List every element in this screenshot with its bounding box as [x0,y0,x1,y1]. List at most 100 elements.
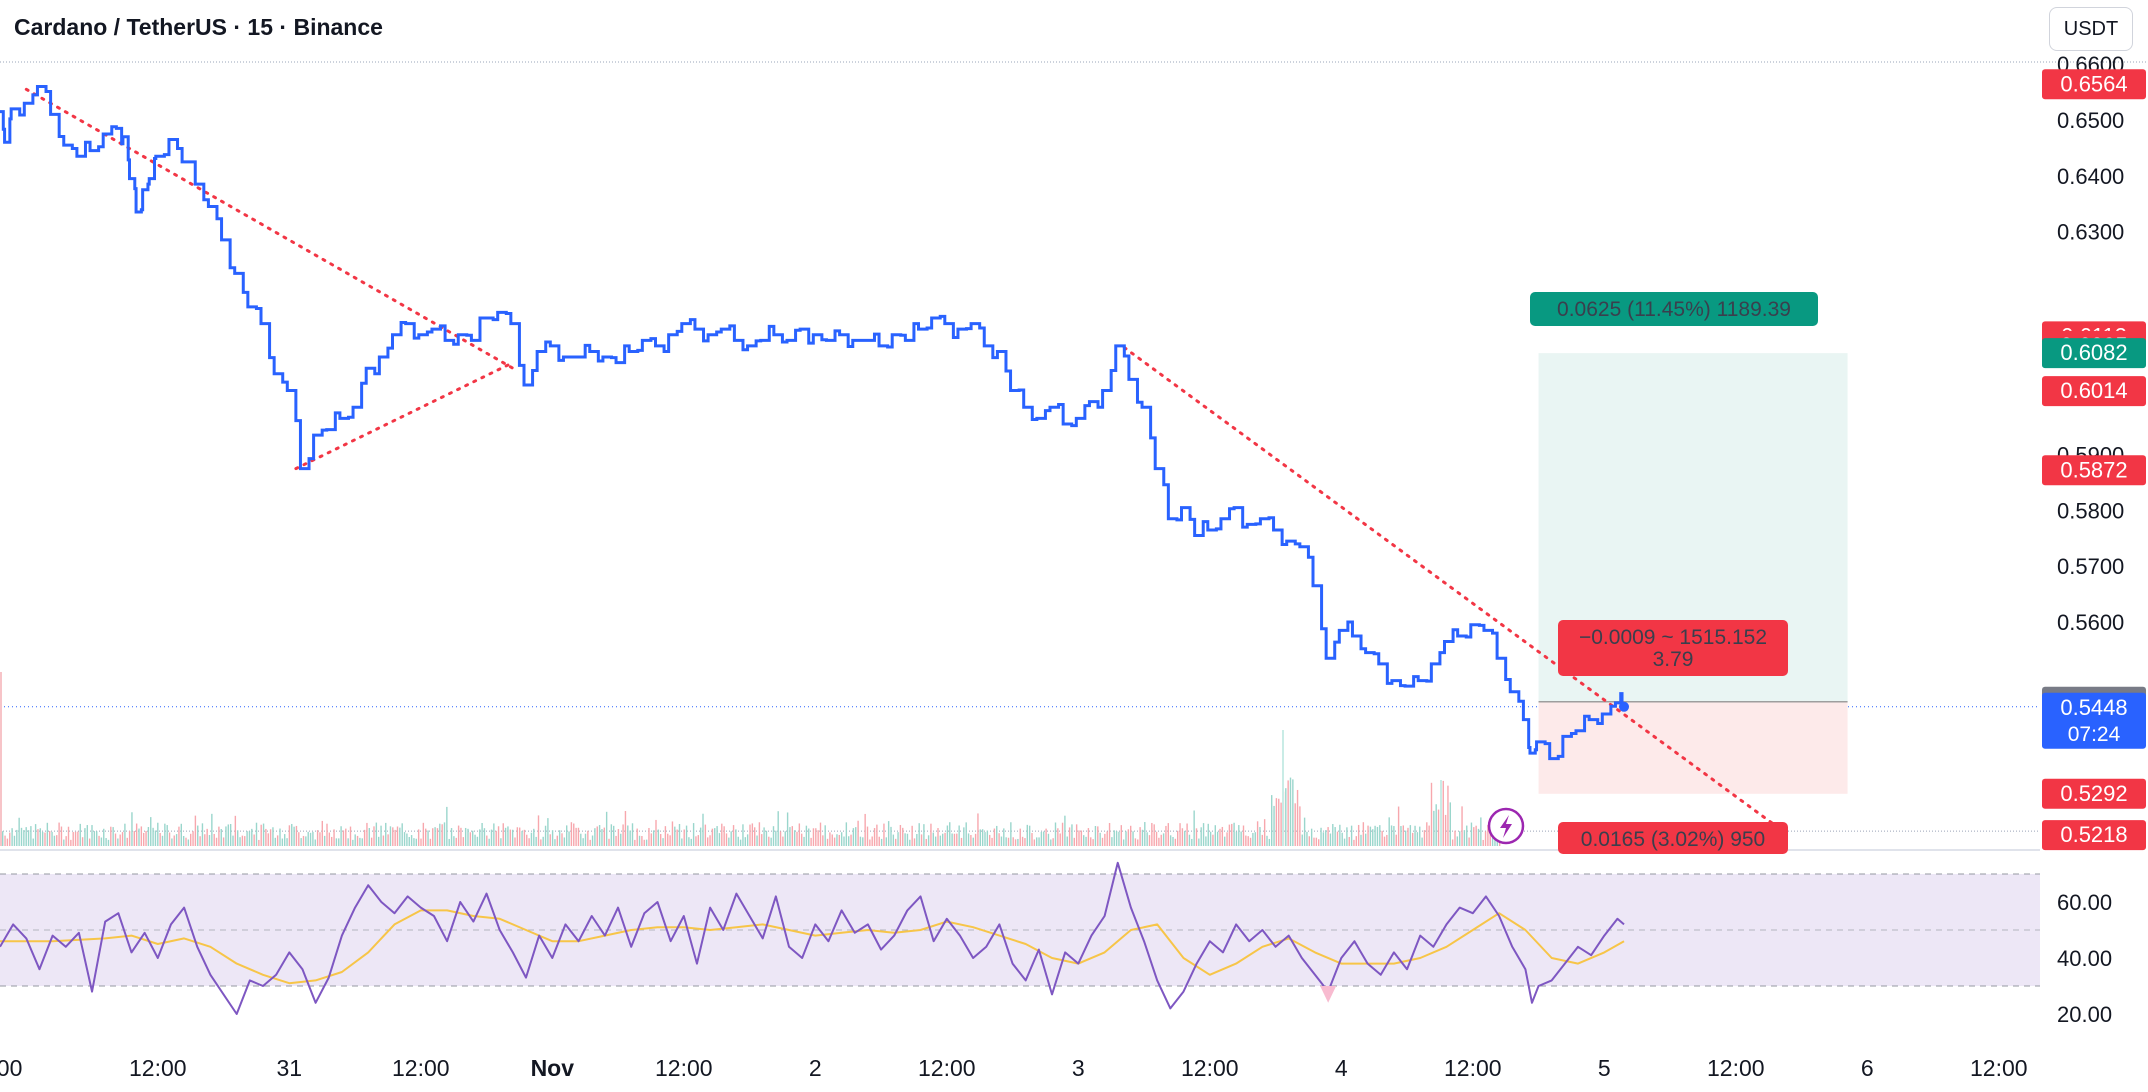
volume-bar [138,828,140,846]
volume-bar [981,829,984,846]
volume-bar [180,823,182,846]
volume-bar [1033,839,1036,846]
volume-bar [916,834,918,846]
price-axis-label [2042,338,2146,369]
volume-bar [1195,828,1198,846]
volume-bar [1423,830,1426,846]
volume-bar [643,839,645,846]
volume-bar [699,827,702,846]
volume-bar [1381,830,1383,846]
volume-bar [220,829,222,846]
volume-bar [366,822,368,846]
volume-bar [892,834,895,846]
volume-bar [1343,838,1346,846]
volume-bar [408,837,410,846]
lightning-icon[interactable] [1487,807,1525,845]
volume-bar [866,826,869,846]
volume-bar [683,829,685,846]
volume-bar [182,835,185,846]
volume-bar [1447,785,1449,846]
stop-label[interactable] [1558,822,1788,854]
rsi-line[interactable] [0,861,1625,1015]
volume-bar [909,839,911,846]
volume-bar [218,826,220,846]
volume-bar [474,834,476,846]
volume-bar [1040,831,1043,846]
volume-bar [199,836,201,846]
volume-bar [1388,817,1390,846]
volume-bar [770,837,772,846]
price-axis-label [2042,820,2146,851]
volume-bar [1306,831,1308,846]
volume-bar [1191,838,1193,846]
volume-bar [913,838,916,846]
volume-bar [413,838,415,846]
volume-bar [657,829,660,846]
volume-bar [222,837,225,846]
volume-bar [714,828,716,846]
volume-bar [970,835,972,846]
price-axis-label [2042,692,2146,749]
volume-bar [154,830,157,846]
time-tick-label: 12:00 [1970,1055,2028,1081]
volume-bar [638,835,641,846]
volume-bar [359,837,361,846]
trendline-2[interactable] [294,361,515,471]
target-label[interactable] [1530,292,1818,326]
volume-bar [39,828,41,846]
volume-bar [1010,822,1012,846]
volume-bar [239,837,241,846]
volume-bar [711,828,714,846]
volume-bar [1341,832,1343,846]
volume-bar [389,826,392,846]
volume-bar [1057,828,1059,846]
volume-bar [143,832,145,846]
volume-bar [695,836,697,846]
volume-bar [582,838,584,846]
volume-bar [1113,830,1115,846]
volume-bar [93,831,96,846]
volume-bar [269,829,272,846]
volume-bar [140,826,143,846]
volume-bar [340,826,342,846]
trendline-1[interactable] [24,87,515,370]
trendline-3[interactable] [1122,346,1790,837]
volume-bar [305,836,307,846]
volume-bar [1473,827,1475,846]
volume-bar [551,830,554,846]
volume-bar [1087,828,1090,846]
volume-bar [1263,819,1266,846]
volume-bar [869,839,871,846]
volume-bar [399,827,401,846]
price-line[interactable] [0,85,1624,761]
volume-bar [902,827,904,846]
pnl-label[interactable] [1558,620,1788,676]
volume-bar [1367,825,1369,846]
volume-bar [1080,830,1083,846]
volume-bar [1212,834,1214,846]
volume-bar [1003,828,1005,846]
volume-bar [225,826,227,846]
volume-bar [32,838,34,846]
volume-bar [754,827,756,846]
target-label-text: 0.0625 (11.45%) 1189.39 [1557,298,1791,321]
volume-bar [815,828,817,846]
volume-bar [873,828,876,846]
volume-bar [56,835,58,846]
volume-bar [1303,817,1306,846]
currency-button[interactable]: USDT [2049,7,2133,51]
volume-bar [1043,831,1045,846]
volume-bar [805,825,808,846]
volume-bar [890,826,892,846]
volume-bar [688,837,690,846]
volume-bar [718,833,721,846]
volume-bar [319,832,321,846]
volume-bar [1242,825,1245,846]
volume-bar [380,825,382,846]
volume-bar [417,829,420,846]
volume-bar [765,830,768,846]
volume-bar [751,823,754,846]
volume-bar [368,828,370,846]
price-axis-label [2042,778,2146,809]
